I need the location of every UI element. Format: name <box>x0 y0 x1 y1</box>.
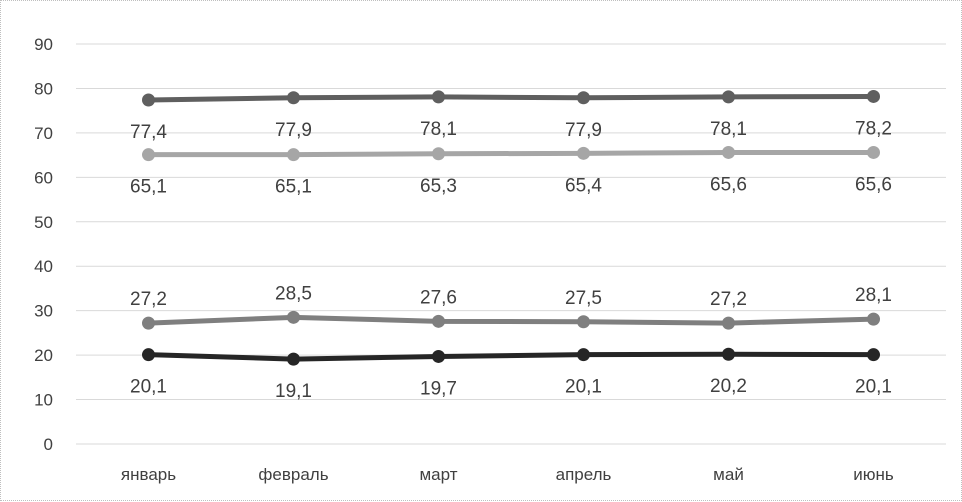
series-3-data-label-1: 19,1 <box>275 381 312 402</box>
series-3-point-4 <box>722 347 735 361</box>
series-2-point-5 <box>867 312 880 326</box>
series-2-line <box>146 314 876 326</box>
y-tick-label-80: 80 <box>34 79 53 98</box>
series-2-data-label-3: 27,5 <box>565 288 602 309</box>
y-tick-label-10: 10 <box>34 391 53 410</box>
series-0-data-label-3: 77,9 <box>565 120 602 141</box>
series-3-point-5 <box>867 348 880 362</box>
series-1-data-label-3: 65,4 <box>565 175 602 196</box>
gridlines <box>76 43 946 445</box>
series-3-point-3 <box>577 348 590 362</box>
series-0-data-label-1: 77,9 <box>275 120 312 141</box>
y-tick-label-60: 60 <box>34 168 53 187</box>
y-tick-label-90: 90 <box>34 35 53 54</box>
y-tick-label-30: 30 <box>34 302 53 321</box>
series-1-point-2 <box>432 147 445 161</box>
series-2-point-3 <box>577 315 590 329</box>
series-3-data-label-0: 20,1 <box>130 377 167 398</box>
series-3-data-label-5: 20,1 <box>855 377 892 398</box>
series-1-data-label-5: 65,6 <box>855 174 892 195</box>
series-1-data-label-1: 65,1 <box>275 177 312 198</box>
series-0-point-3 <box>577 91 590 105</box>
y-tick-label-0: 0 <box>44 435 53 454</box>
x-category-label-5: июнь <box>853 465 894 484</box>
series-1-point-3 <box>577 146 590 160</box>
series-1-data-label-2: 65,3 <box>420 176 457 197</box>
series-3-point-1 <box>287 352 300 366</box>
series-0-data-label-0: 77,4 <box>130 122 167 143</box>
series-1-data-label-0: 65,1 <box>130 177 167 198</box>
series-2-data-label-1: 28,5 <box>275 283 312 304</box>
series-3-data-label-2: 19,7 <box>420 378 457 399</box>
series-2-data-label-2: 27,6 <box>420 287 457 308</box>
series-1-line <box>146 149 876 158</box>
series-3-point-2 <box>432 349 445 363</box>
x-category-label-1: февраль <box>258 465 328 484</box>
series-2-point-2 <box>432 314 445 328</box>
series-3-line <box>146 351 876 362</box>
x-category-label-3: апрель <box>556 465 612 484</box>
x-category-label-0: январь <box>121 465 176 484</box>
series-0-point-2 <box>432 90 445 104</box>
series-1-point-0 <box>142 148 155 162</box>
series-1-point-5 <box>867 145 880 159</box>
y-tick-label-20: 20 <box>34 346 53 365</box>
data-labels: 77,4 77,9 78,1 77,9 78,1 78,2 65,1 65,1 65,3 65,4… <box>130 118 892 402</box>
series-3-point-0 <box>142 348 155 362</box>
x-category-label-2: март <box>419 465 457 484</box>
series-1-point-1 <box>287 148 300 162</box>
series-0-point-1 <box>287 91 300 105</box>
y-tick-label-70: 70 <box>34 124 53 143</box>
series-0-point-4 <box>722 90 735 104</box>
series-0-point-0 <box>142 93 155 107</box>
y-tick-label-40: 40 <box>34 257 53 276</box>
series-0-line <box>146 93 876 103</box>
series-2-data-label-5: 28,1 <box>855 285 892 306</box>
series-2-point-0 <box>142 316 155 330</box>
series-0-data-label-2: 78,1 <box>420 119 457 140</box>
y-tick-label-50: 50 <box>34 213 53 232</box>
x-axis-category-labels: январь февраль март апрель май июнь <box>121 465 894 484</box>
series-1-data-label-4: 65,6 <box>710 174 747 195</box>
series-0-data-label-5: 78,2 <box>855 118 892 139</box>
series-lines <box>142 89 880 366</box>
series-1-point-4 <box>722 145 735 159</box>
x-category-label-4: май <box>713 465 744 484</box>
series-3-data-label-4: 20,2 <box>710 376 747 397</box>
y-axis-tick-labels: 0 10 20 30 40 50 60 70 80 90 <box>34 35 53 454</box>
series-3-data-label-3: 20,1 <box>565 377 602 398</box>
series-0-point-5 <box>867 89 880 103</box>
series-2-point-1 <box>287 310 300 324</box>
series-0-data-label-4: 78,1 <box>710 119 747 140</box>
series-2-data-label-0: 27,2 <box>130 289 167 310</box>
series-2-data-label-4: 27,2 <box>710 289 747 310</box>
series-2-point-4 <box>722 316 735 330</box>
